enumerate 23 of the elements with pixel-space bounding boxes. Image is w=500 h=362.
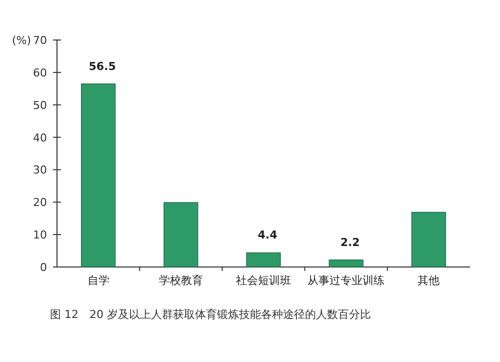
y-tick-label: 30 bbox=[33, 164, 47, 177]
y-tick-label: 20 bbox=[33, 196, 47, 210]
x-tick-label: 社会短训班 bbox=[236, 274, 291, 287]
bar bbox=[81, 83, 116, 268]
y-tick-label: 10 bbox=[33, 228, 47, 242]
x-tick-label: 自学 bbox=[87, 274, 110, 287]
y-tick-label: 70 bbox=[33, 34, 47, 47]
y-tick-label: 0 bbox=[40, 261, 47, 274]
bar bbox=[246, 252, 281, 268]
bar bbox=[411, 212, 446, 268]
caption: 图 12 20 岁及以上人群获取体育锻炼技能各种途径的人数百分比 bbox=[50, 308, 371, 321]
data-label: 2.2 bbox=[340, 236, 360, 249]
bar bbox=[328, 260, 364, 268]
data-label: 4.4 bbox=[258, 228, 278, 242]
data-label: 56.5 bbox=[88, 60, 116, 73]
y-tick-label: 40 bbox=[33, 131, 47, 144]
y-tick-label: 60 bbox=[33, 66, 47, 80]
x-tick-label: 学校教育 bbox=[158, 274, 203, 287]
y-axis-title: (%) bbox=[12, 34, 31, 47]
y-tick-label: 50 bbox=[33, 98, 47, 112]
bar bbox=[164, 202, 198, 268]
x-tick-label: 其他 bbox=[418, 274, 440, 287]
x-tick-label: 从事过专业训练 bbox=[308, 274, 385, 287]
